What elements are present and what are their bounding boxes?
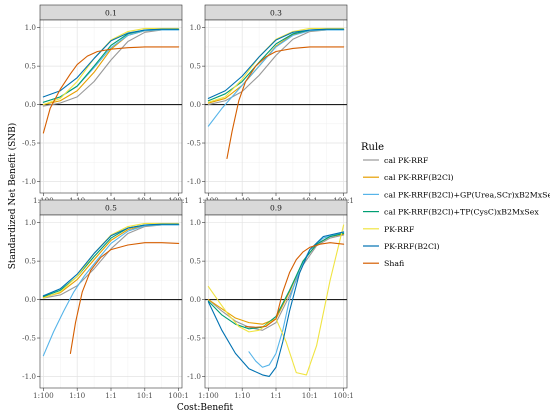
facet-panel-0.5: 0.5 -1.0 -0.5 0.0 0.5 1.0 1:100 1:10 1:1 10:1 100:…: [22, 199, 189, 400]
x-tick-label: 10:1: [302, 391, 318, 400]
x-tick-label: 1:10: [69, 391, 86, 400]
x-tick-label: 1:10: [234, 391, 251, 400]
legend-label: cal PK-RRF(B2Cl)+GP(Urea,SCr)xB2MxSex: [384, 190, 550, 199]
series-line: [42, 222, 180, 299]
y-tick-label: 1.0: [190, 23, 202, 32]
legend-item: PK-RRF: [363, 225, 415, 234]
legend-label: cal PK-RRF: [384, 156, 429, 165]
facet-panel-0.9: 0.9 -1.0 -0.5 0.0 0.5 1.0 1:100 1:10 1:1 10:1 100:…: [187, 199, 354, 400]
y-tick-label: -0.5: [187, 139, 201, 148]
facet-strip-label: 0.9: [270, 204, 282, 213]
facet-panel-0.3: 0.3-1.0-0.50.00.51.01:1001:101:110:1100:…: [187, 4, 354, 205]
legend-title: Rule: [361, 142, 384, 153]
legend-item: cal PK-RRF(B2Cl)+TP(CysC)xB2MxSex: [363, 208, 539, 217]
series-line: [226, 46, 345, 159]
legend-label: cal PK-RRF(B2Cl): [384, 173, 454, 182]
y-tick-label: -1.0: [187, 372, 201, 381]
y-tick-label: -0.5: [22, 139, 36, 148]
y-tick-label: 0.0: [25, 100, 37, 109]
x-tick-label: 100:1: [168, 391, 189, 400]
legend-label: PK-RRF(B2Cl): [384, 242, 440, 251]
y-tick-label: 1.0: [25, 23, 37, 32]
x-tick-label: 1:100: [33, 391, 54, 400]
x-tick-label: 100:1: [333, 391, 354, 400]
y-tick-label: 0.5: [25, 62, 37, 71]
facet-strip-label: 0.3: [270, 9, 282, 18]
legend-items: cal PK-RRF cal PK-RRF(B2Cl) cal PK-RRF(B2C…: [363, 156, 550, 268]
x-tick-label: 1:100: [198, 391, 219, 400]
legend-item: cal PK-RRF(B2Cl): [363, 173, 454, 182]
y-tick-label: 0.5: [25, 257, 37, 266]
y-tick-label: 0.5: [190, 62, 202, 71]
y-tick-label: 0.0: [25, 295, 37, 304]
series-line: [207, 28, 345, 99]
series-line: [42, 27, 180, 106]
y-tick-label: -1.0: [22, 177, 36, 186]
x-axis-title: Cost:Benefit: [177, 403, 234, 413]
y-tick-label: -1.0: [22, 372, 36, 381]
series-line: [42, 28, 180, 98]
series-line: [207, 232, 345, 330]
y-axis-title: Standardized Net Benefit (SNB): [7, 123, 18, 270]
legend-item: cal PK-RRF(B2Cl)+GP(Urea,SCr)xB2MxSex: [363, 190, 550, 199]
legend-label: Shafi: [384, 259, 405, 268]
x-tick-label: 1:1: [105, 391, 117, 400]
grid: [205, 20, 347, 193]
facet-strip-label: 0.1: [105, 9, 117, 18]
y-tick-label: 1.0: [25, 218, 37, 227]
y-tick-label: -1.0: [187, 177, 201, 186]
facet-strip-label: 0.5: [105, 204, 117, 213]
facet-panel-0.1: 0.1-1.0-0.50.00.51.01:1001:101:110:1100:…: [22, 4, 189, 205]
x-tick-label: 10:1: [137, 391, 153, 400]
series-line: [207, 27, 345, 103]
series-line: [42, 224, 180, 357]
legend-label: cal PK-RRF(B2Cl)+TP(CysC)xB2MxSex: [384, 208, 539, 217]
series-line: [69, 242, 180, 354]
y-tick-label: 0.0: [190, 100, 202, 109]
series-line: [42, 223, 180, 297]
series-line: [42, 46, 180, 134]
y-tick-label: 1.0: [190, 218, 202, 227]
series-line: [207, 231, 345, 378]
panels-layer: 0.1 -1.0 -0.5 0.0 0.5 1.0 1:100 1:10 1:1 10:1 100:…: [22, 4, 354, 400]
x-tick-label: 1:1: [270, 391, 282, 400]
y-tick-label: 0.0: [190, 295, 202, 304]
y-tick-label: -0.5: [187, 334, 201, 343]
legend-item: Shafi: [363, 259, 405, 268]
legend-item: PK-RRF(B2Cl): [363, 242, 440, 251]
series-line: [245, 242, 345, 328]
legend-label: PK-RRF: [384, 225, 415, 234]
y-tick-label: -0.5: [22, 334, 36, 343]
legend-item: cal PK-RRF: [363, 156, 429, 165]
y-tick-label: 0.5: [190, 257, 202, 266]
